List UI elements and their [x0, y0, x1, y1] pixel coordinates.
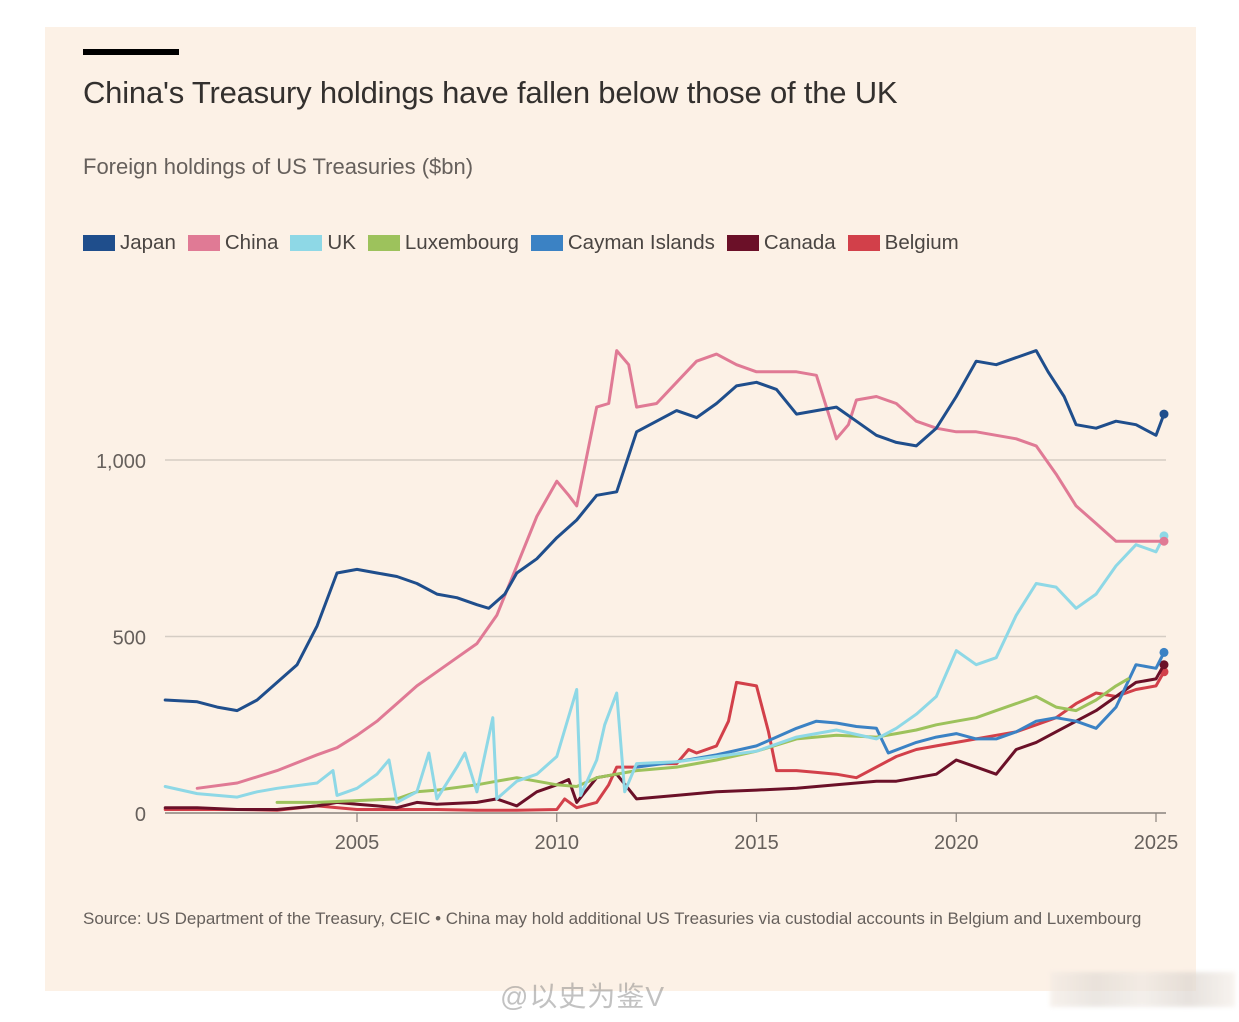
legend-label: Luxembourg [404, 231, 519, 254]
chart-card: China's Treasury holdings have fallen be… [45, 27, 1235, 1007]
x-tick-label: 2020 [934, 832, 979, 854]
y-tick-label: 1,000 [96, 451, 146, 473]
legend-item-uk: UK [290, 231, 356, 255]
series-line-cayman-islands [635, 650, 1166, 769]
series-line-canada [163, 663, 1166, 811]
legend-item-japan: Japan [83, 231, 176, 255]
y-tick-label: 500 [113, 628, 146, 650]
x-tick-label: 2010 [535, 832, 580, 854]
legend: Japan China UK Luxembourg Cayman Islands Cana… [83, 231, 971, 255]
brand-rule [83, 49, 179, 55]
legend-item-luxembourg: Luxembourg [367, 231, 519, 255]
series-line-japan [163, 349, 1166, 713]
legend-label: Japan [120, 231, 176, 254]
series-line-uk [163, 534, 1166, 804]
chart-subtitle: Foreign holdings of US Treasuries ($bn) [83, 154, 474, 179]
chart-title: China's Treasury holdings have fallen be… [83, 75, 898, 110]
y-tick-label: 0 [135, 804, 146, 826]
legend-label: Canada [763, 231, 836, 254]
legend-item-belgium: Belgium [847, 231, 959, 255]
series-end-marker-canada [1159, 660, 1169, 670]
series-end-marker-cayman-islands [1159, 647, 1169, 657]
legend-swatch [367, 235, 400, 251]
legend-item-cayman-islands: Cayman Islands [530, 231, 715, 255]
legend-item-canada: Canada [726, 231, 836, 255]
x-tick-label: 2025 [1134, 832, 1179, 854]
legend-swatch [530, 235, 563, 251]
x-tick-label: 2005 [335, 832, 380, 854]
legend-swatch [726, 235, 759, 251]
blurred-badge [1050, 972, 1235, 1007]
source-note: Source: US Department of the Treasury, C… [83, 909, 1142, 928]
series-end-marker-japan [1159, 409, 1169, 419]
series-line-china [195, 349, 1166, 790]
legend-swatch [847, 235, 880, 251]
series-line-belgium [163, 670, 1166, 812]
legend-swatch [83, 235, 115, 251]
legend-label: Cayman Islands [567, 231, 715, 254]
watermark: @以史为鉴V [500, 981, 666, 1012]
x-tick-label: 2015 [734, 832, 779, 854]
legend-item-china: China [187, 231, 279, 255]
legend-swatch [290, 235, 323, 251]
legend-label: UK [327, 231, 356, 254]
series-end-marker-china [1159, 536, 1169, 546]
legend-label: China [224, 231, 279, 254]
legend-swatch [187, 235, 220, 251]
legend-label: Belgium [884, 231, 959, 254]
